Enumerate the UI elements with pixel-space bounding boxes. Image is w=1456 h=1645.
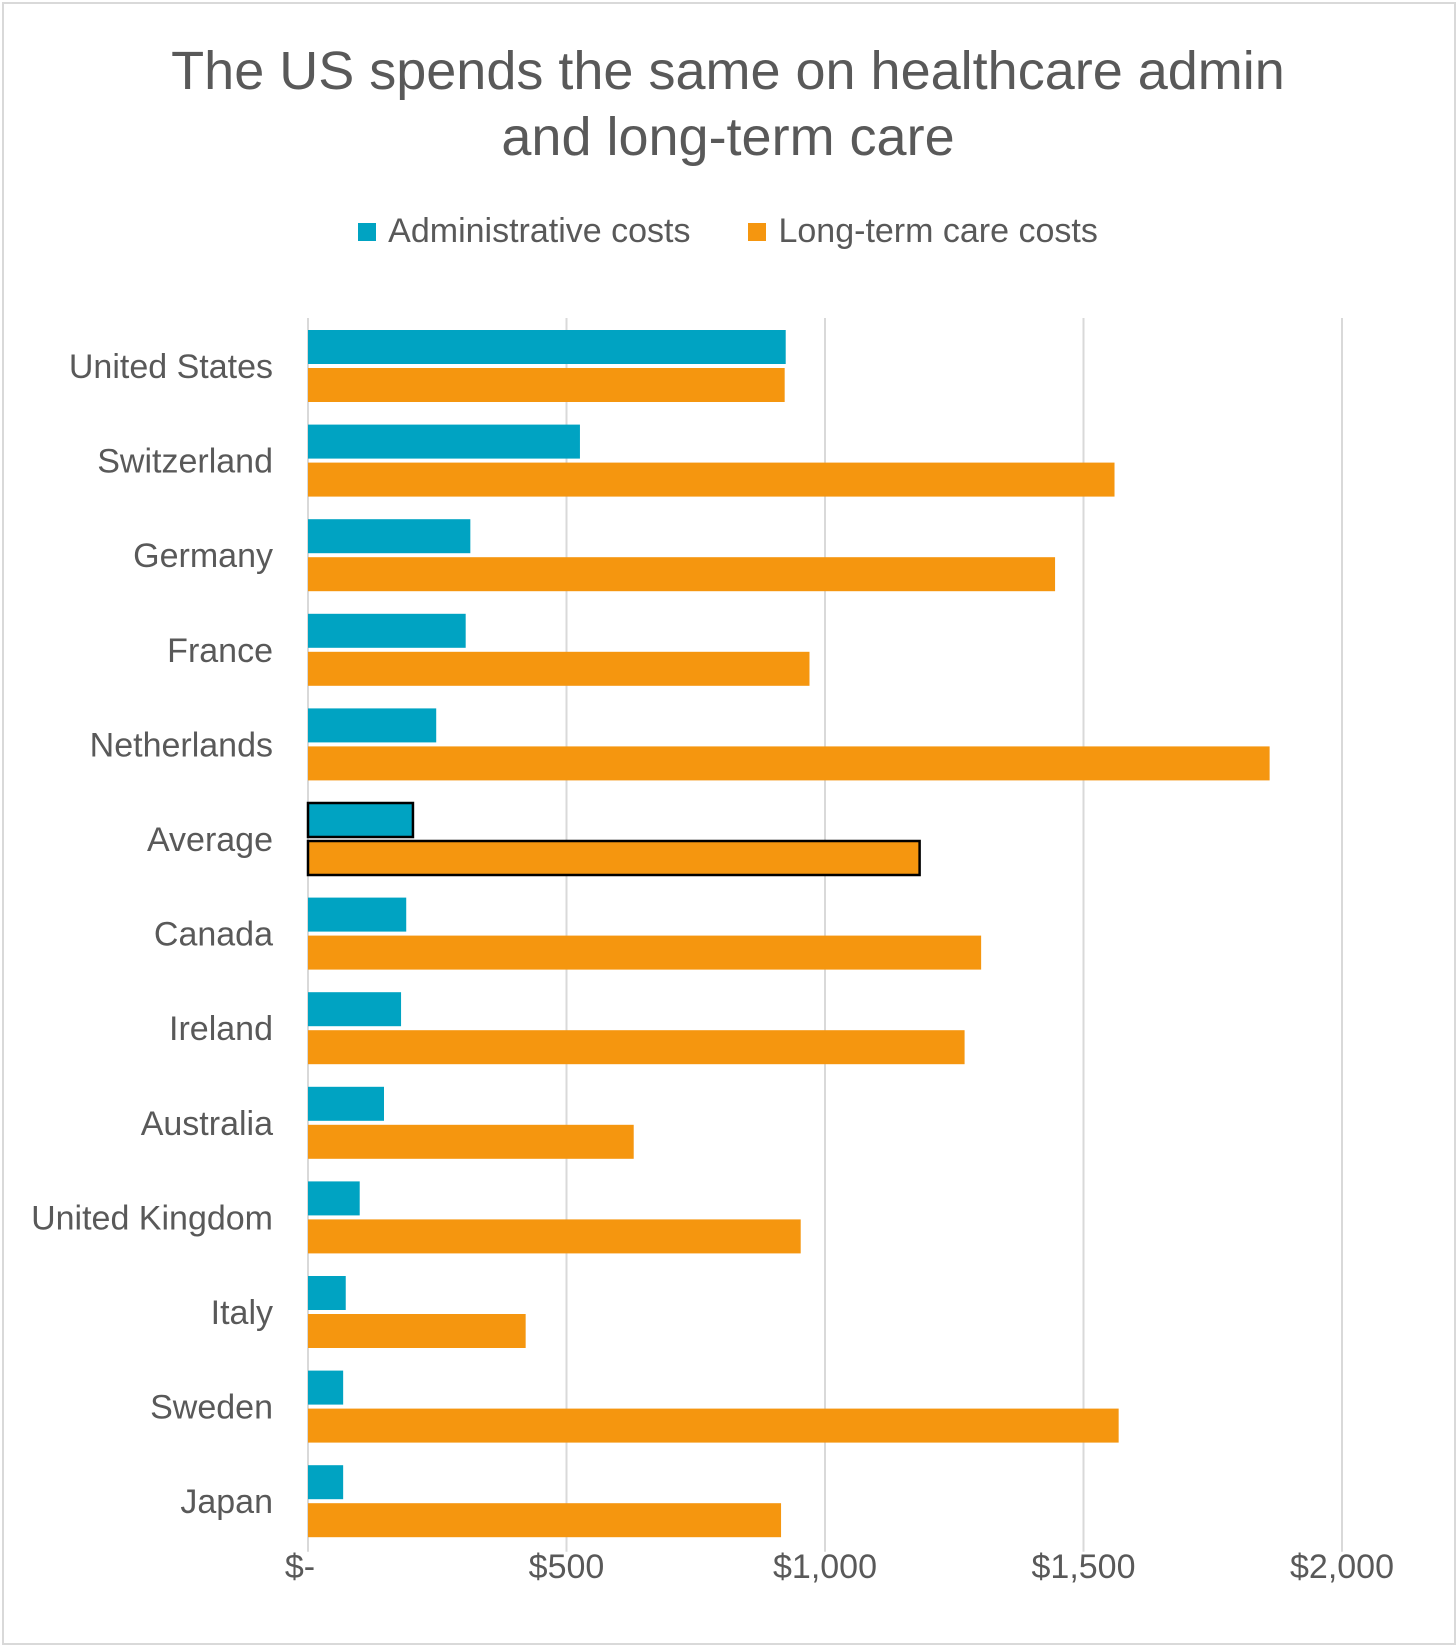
bar-long-term-care-switzerland <box>308 462 1115 497</box>
bar-administrative-average <box>306 801 415 839</box>
bar-long-term-care-average <box>306 839 921 877</box>
legend-swatch-long-term-care <box>748 222 767 241</box>
x-tick-label-4: $2,000 <box>1290 1548 1394 1586</box>
category-label-netherlands: Netherlands <box>90 726 273 764</box>
bar-long-term-care-united-states <box>308 368 785 402</box>
legend-label-administrative: Administrative costs <box>388 212 691 250</box>
bar-administrative-australia <box>308 1086 384 1121</box>
bar-long-term-care-australia <box>308 1124 634 1159</box>
bar-administrative-ireland <box>308 992 402 1027</box>
chart-title-line-2: and long-term care <box>501 107 955 167</box>
bar-administrative-united-kingdom <box>308 1181 360 1216</box>
category-label-canada: Canada <box>154 916 273 954</box>
category-label-france: France <box>167 632 273 670</box>
category-label-united-states: United States <box>69 348 273 386</box>
legend-item-administrative: Administrative costs <box>358 212 690 251</box>
category-label-average: Average <box>147 821 273 859</box>
bar-long-term-care-netherlands <box>308 746 1270 781</box>
x-tick-label-1: $500 <box>529 1548 605 1586</box>
category-label-sweden: Sweden <box>150 1389 273 1427</box>
bar-long-term-care-france <box>308 651 810 686</box>
category-label-switzerland: Switzerland <box>97 443 273 481</box>
category-label-australia: Australia <box>141 1105 273 1143</box>
category-label-ireland: Ireland <box>169 1010 273 1048</box>
bar-administrative-switzerland <box>308 424 580 459</box>
chart-title: The US spends the same on healthcare adm… <box>0 38 1456 170</box>
category-label-japan: Japan <box>180 1483 273 1521</box>
legend-label-long-term-care: Long-term care costs <box>778 212 1098 250</box>
bar-administrative-france <box>308 613 466 648</box>
bar-administrative-canada <box>308 897 407 932</box>
bar-administrative-italy <box>308 1276 346 1310</box>
bar-long-term-care-germany <box>308 557 1056 592</box>
x-tick-label-3: $1,500 <box>1032 1548 1136 1586</box>
bar-administrative-netherlands <box>308 708 437 743</box>
chart-title-line-1: The US spends the same on healthcare adm… <box>171 41 1285 101</box>
x-tick-label-2: $1,000 <box>773 1548 877 1586</box>
bar-long-term-care-japan <box>308 1503 782 1538</box>
category-label-united-kingdom: United Kingdom <box>31 1199 273 1237</box>
bar-long-term-care-united-kingdom <box>308 1219 801 1254</box>
category-label-germany: Germany <box>133 537 273 575</box>
bar-long-term-care-italy <box>308 1314 526 1348</box>
bar-administrative-japan <box>308 1465 344 1500</box>
chart-legend: Administrative costs Long-term care cost… <box>0 212 1456 251</box>
bar-administrative-sweden <box>308 1370 344 1405</box>
category-label-italy: Italy <box>211 1294 273 1332</box>
legend-swatch-administrative <box>358 222 377 241</box>
x-tick-label-0: $- <box>285 1548 315 1586</box>
bar-administrative-germany <box>308 519 471 554</box>
bar-administrative-united-states <box>308 330 786 364</box>
bar-long-term-care-sweden <box>308 1408 1119 1443</box>
bar-long-term-care-ireland <box>308 1030 965 1065</box>
legend-item-long-term-care: Long-term care costs <box>748 212 1098 251</box>
bar-long-term-care-canada <box>308 935 982 970</box>
